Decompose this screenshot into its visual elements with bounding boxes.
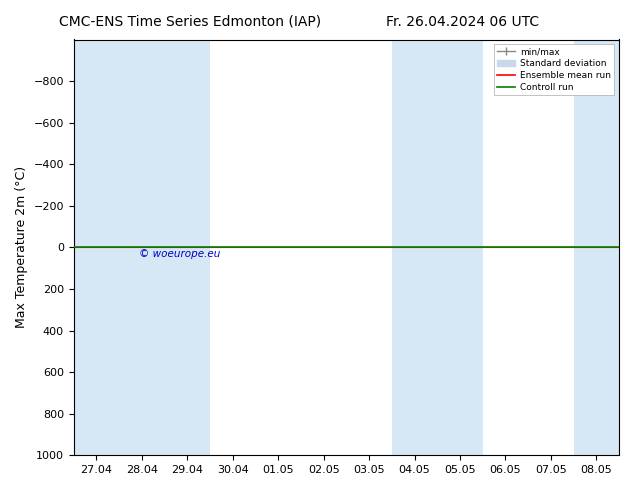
Bar [574, 40, 619, 455]
Text: © woeurope.eu: © woeurope.eu [139, 248, 221, 259]
Bar [392, 40, 482, 455]
Text: CMC-ENS Time Series Edmonton (IAP): CMC-ENS Time Series Edmonton (IAP) [59, 15, 321, 29]
Legend: min/max, Standard deviation, Ensemble mean run, Controll run: min/max, Standard deviation, Ensemble me… [494, 44, 614, 96]
Text: Fr. 26.04.2024 06 UTC: Fr. 26.04.2024 06 UTC [386, 15, 540, 29]
Y-axis label: Max Temperature 2m (°C): Max Temperature 2m (°C) [15, 166, 28, 328]
Bar [74, 40, 210, 455]
